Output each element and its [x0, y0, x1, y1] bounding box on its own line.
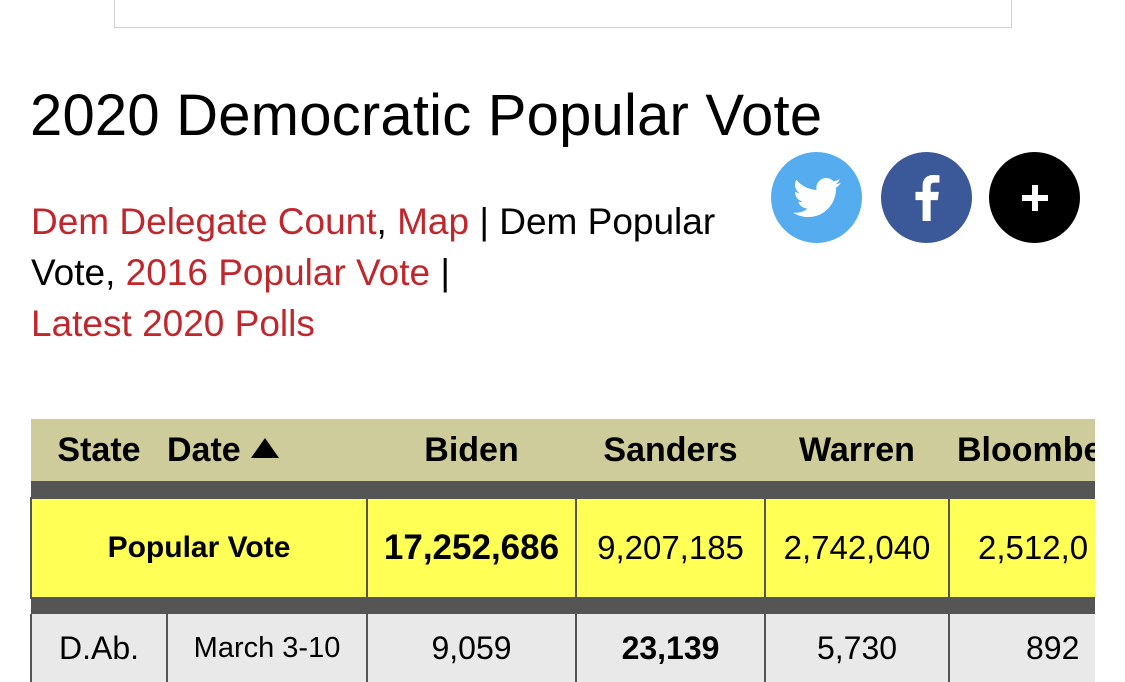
- row-biden: 9,059: [366, 614, 577, 682]
- 2016-popular-vote-link[interactable]: 2016 Popular Vote: [125, 252, 431, 293]
- header-biden[interactable]: Biden: [367, 419, 576, 481]
- row-date: March 3-10: [166, 614, 368, 682]
- nav-links: Dem Delegate Count, Map | Dem Popular Vo…: [31, 196, 731, 349]
- dem-delegate-count-link[interactable]: Dem Delegate Count: [31, 201, 377, 242]
- facebook-icon: [915, 174, 939, 221]
- popular-vote-biden: 17,252,686: [366, 497, 577, 599]
- row-bloomberg: 892: [948, 614, 1095, 682]
- popular-vote-warren: 2,742,040: [764, 497, 950, 599]
- latest-2020-polls-link[interactable]: Latest 2020 Polls: [31, 303, 315, 344]
- twitter-icon: [792, 177, 841, 217]
- popular-vote-row: Popular Vote 17,252,686 9,207,185 2,742,…: [30, 497, 1095, 599]
- nav-separator: ,: [376, 201, 387, 242]
- row-state[interactable]: D.Ab.: [30, 614, 168, 682]
- row-warren: 5,730: [764, 614, 950, 682]
- row-sanders: 23,139: [575, 614, 766, 682]
- current-page-text: | Dem Popular Vote,: [31, 201, 716, 293]
- separator-row: [31, 481, 1095, 498]
- more-share-button[interactable]: [989, 152, 1080, 243]
- header-warren[interactable]: Warren: [765, 419, 949, 481]
- header-state[interactable]: State: [31, 419, 167, 481]
- popular-vote-sanders: 9,207,185: [575, 497, 766, 599]
- header-bloomberg[interactable]: Bloomberg: [949, 419, 1095, 481]
- page-title: 2020 Democratic Popular Vote: [30, 83, 823, 148]
- table-header-row: State Date Biden Sanders Warren Bloomber…: [31, 419, 1095, 481]
- header-date[interactable]: Date: [167, 419, 367, 481]
- plus-icon: [1021, 184, 1048, 211]
- nav-separator-2: |: [430, 252, 451, 293]
- sort-ascending-icon: [250, 437, 279, 458]
- table-row[interactable]: D.Ab. March 3-10 9,059 23,139 5,730 892: [30, 614, 1095, 682]
- popular-vote-table: State Date Biden Sanders Warren Bloomber…: [30, 419, 1095, 682]
- facebook-share-button[interactable]: [881, 152, 972, 243]
- top-content-box: [114, 0, 1012, 28]
- separator-row: [31, 598, 1095, 614]
- popular-vote-label: Popular Vote: [30, 497, 368, 599]
- popular-vote-bloomberg: 2,512,0: [948, 497, 1095, 599]
- twitter-share-button[interactable]: [771, 152, 862, 243]
- header-sanders[interactable]: Sanders: [576, 419, 765, 481]
- map-link[interactable]: Map: [397, 201, 470, 242]
- header-date-label: Date: [167, 430, 241, 469]
